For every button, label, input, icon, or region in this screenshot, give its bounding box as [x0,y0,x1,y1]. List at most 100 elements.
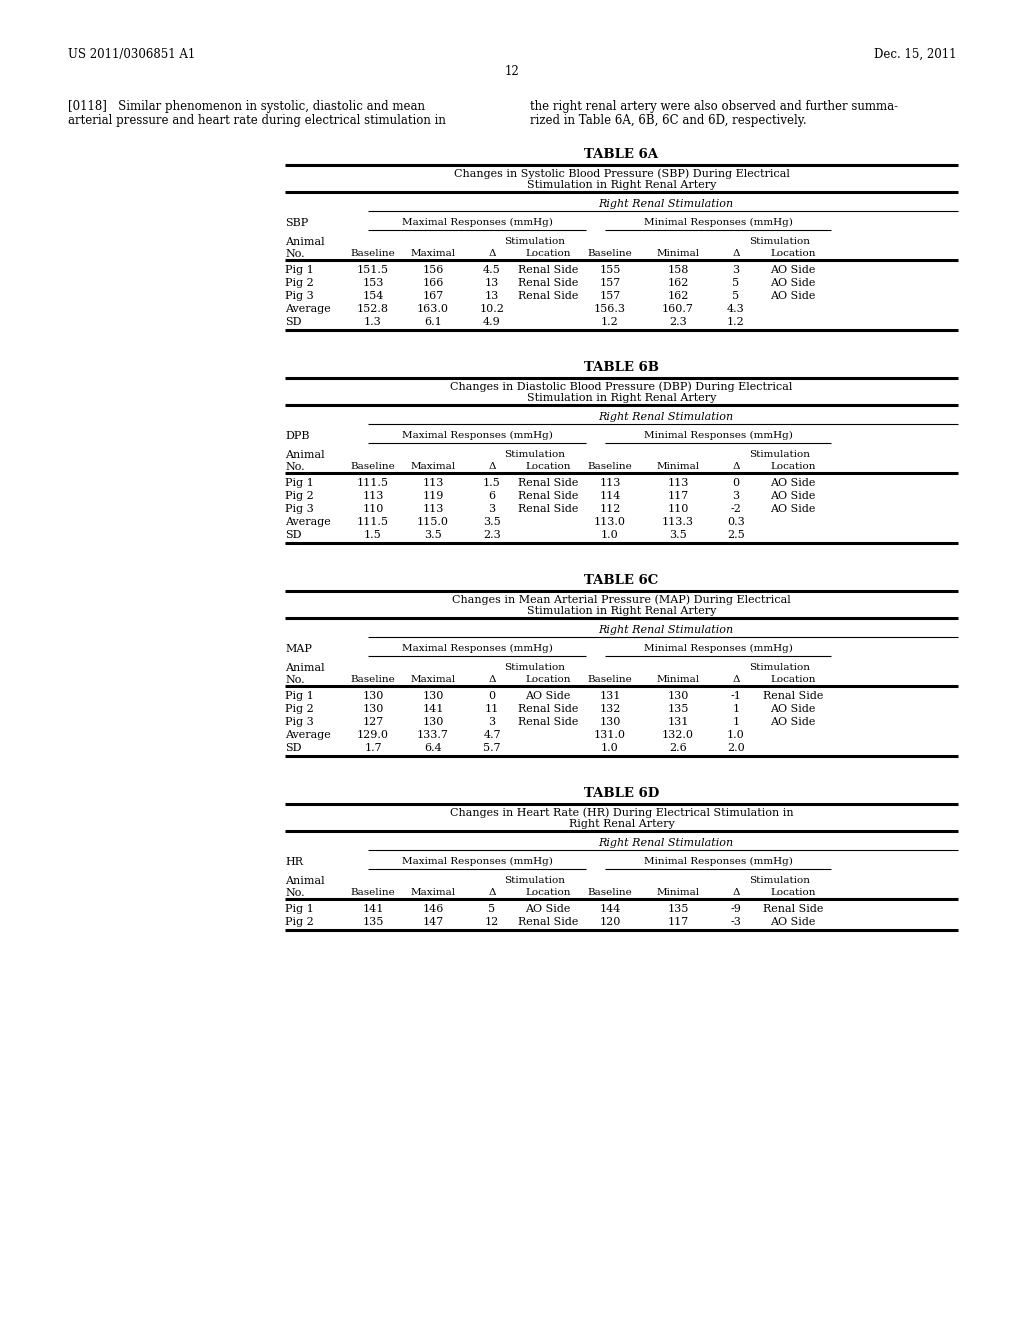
Text: 130: 130 [422,717,443,727]
Text: 167: 167 [422,290,443,301]
Text: AO Side: AO Side [770,917,816,927]
Text: Right Renal Stimulation: Right Renal Stimulation [598,199,733,209]
Text: Δ: Δ [488,675,496,684]
Text: 4.9: 4.9 [483,317,501,327]
Text: 114: 114 [599,491,621,502]
Text: 155: 155 [599,265,621,275]
Text: Right Renal Stimulation: Right Renal Stimulation [598,624,733,635]
Text: 6: 6 [488,491,496,502]
Text: SD: SD [285,743,301,752]
Text: Dec. 15, 2011: Dec. 15, 2011 [873,48,956,61]
Text: Pig 2: Pig 2 [285,279,313,288]
Text: Pig 3: Pig 3 [285,504,313,513]
Text: 111.5: 111.5 [357,517,389,527]
Text: 158: 158 [668,265,689,275]
Text: 113: 113 [668,478,689,488]
Text: arterial pressure and heart rate during electrical stimulation in: arterial pressure and heart rate during … [68,114,445,127]
Text: 144: 144 [599,904,621,913]
Text: AO Side: AO Side [770,265,816,275]
Text: Pig 2: Pig 2 [285,491,313,502]
Text: Pig 1: Pig 1 [285,478,313,488]
Text: Animal: Animal [285,876,325,886]
Text: 132.0: 132.0 [662,730,694,741]
Text: Right Renal Stimulation: Right Renal Stimulation [598,838,733,847]
Text: MAP: MAP [285,644,312,653]
Text: 113: 113 [422,478,443,488]
Text: 0.3: 0.3 [727,517,744,527]
Text: Stimulation in Right Renal Artery: Stimulation in Right Renal Artery [526,606,716,616]
Text: Pig 2: Pig 2 [285,917,313,927]
Text: Average: Average [285,730,331,741]
Text: 3.5: 3.5 [669,531,687,540]
Text: 1.7: 1.7 [365,743,382,752]
Text: Pig 3: Pig 3 [285,290,313,301]
Text: 157: 157 [599,290,621,301]
Text: Δ: Δ [732,249,739,257]
Text: Renal Side: Renal Side [763,690,823,701]
Text: 133.7: 133.7 [417,730,449,741]
Text: 1.0: 1.0 [601,531,618,540]
Text: Stimulation in Right Renal Artery: Stimulation in Right Renal Artery [526,393,716,403]
Text: Location: Location [770,462,816,471]
Text: Maximal: Maximal [411,888,456,898]
Text: Maximal Responses (mmHg): Maximal Responses (mmHg) [401,432,552,440]
Text: 4.7: 4.7 [483,730,501,741]
Text: Pig 1: Pig 1 [285,904,313,913]
Text: AO Side: AO Side [770,717,816,727]
Text: 129.0: 129.0 [357,730,389,741]
Text: No.: No. [285,462,304,473]
Text: 12: 12 [505,65,519,78]
Text: Δ: Δ [732,675,739,684]
Text: Pig 1: Pig 1 [285,265,313,275]
Text: -3: -3 [730,917,741,927]
Text: Δ: Δ [732,888,739,898]
Text: 131: 131 [668,717,689,727]
Text: -9: -9 [730,904,741,913]
Text: 115.0: 115.0 [417,517,449,527]
Text: Baseline: Baseline [350,249,395,257]
Text: Maximal: Maximal [411,675,456,684]
Text: 1.0: 1.0 [601,743,618,752]
Text: 113: 113 [422,504,443,513]
Text: AO Side: AO Side [770,290,816,301]
Text: Animal: Animal [285,450,325,459]
Text: 3: 3 [488,717,496,727]
Text: No.: No. [285,888,304,898]
Text: Location: Location [525,249,570,257]
Text: Renal Side: Renal Side [518,917,579,927]
Text: Right Renal Artery: Right Renal Artery [568,818,675,829]
Text: Minimal Responses (mmHg): Minimal Responses (mmHg) [643,218,793,227]
Text: 113.0: 113.0 [594,517,626,527]
Text: AO Side: AO Side [770,704,816,714]
Text: 6.1: 6.1 [424,317,442,327]
Text: 0: 0 [732,478,739,488]
Text: Changes in Systolic Blood Pressure (SBP) During Electrical: Changes in Systolic Blood Pressure (SBP)… [454,168,790,178]
Text: Baseline: Baseline [350,888,395,898]
Text: 110: 110 [668,504,689,513]
Text: 156.3: 156.3 [594,304,626,314]
Text: Stimulation: Stimulation [505,663,565,672]
Text: Δ: Δ [488,888,496,898]
Text: Animal: Animal [285,663,325,673]
Text: 154: 154 [362,290,384,301]
Text: Changes in Heart Rate (HR) During Electrical Stimulation in: Changes in Heart Rate (HR) During Electr… [450,807,794,817]
Text: 5: 5 [732,290,739,301]
Text: SBP: SBP [285,218,308,228]
Text: Changes in Mean Arterial Pressure (MAP) During Electrical: Changes in Mean Arterial Pressure (MAP) … [453,594,791,605]
Text: Location: Location [525,462,570,471]
Text: Location: Location [770,888,816,898]
Text: 120: 120 [599,917,621,927]
Text: 1.2: 1.2 [727,317,744,327]
Text: 3: 3 [732,265,739,275]
Text: Stimulation: Stimulation [749,876,810,884]
Text: Stimulation: Stimulation [505,238,565,246]
Text: No.: No. [285,249,304,259]
Text: Minimal Responses (mmHg): Minimal Responses (mmHg) [643,432,793,440]
Text: Average: Average [285,517,331,527]
Text: rized in Table 6A, 6B, 6C and 6D, respectively.: rized in Table 6A, 6B, 6C and 6D, respec… [530,114,807,127]
Text: 5: 5 [732,279,739,288]
Text: DPB: DPB [285,432,309,441]
Text: 2.5: 2.5 [727,531,744,540]
Text: Δ: Δ [488,249,496,257]
Text: 113: 113 [599,478,621,488]
